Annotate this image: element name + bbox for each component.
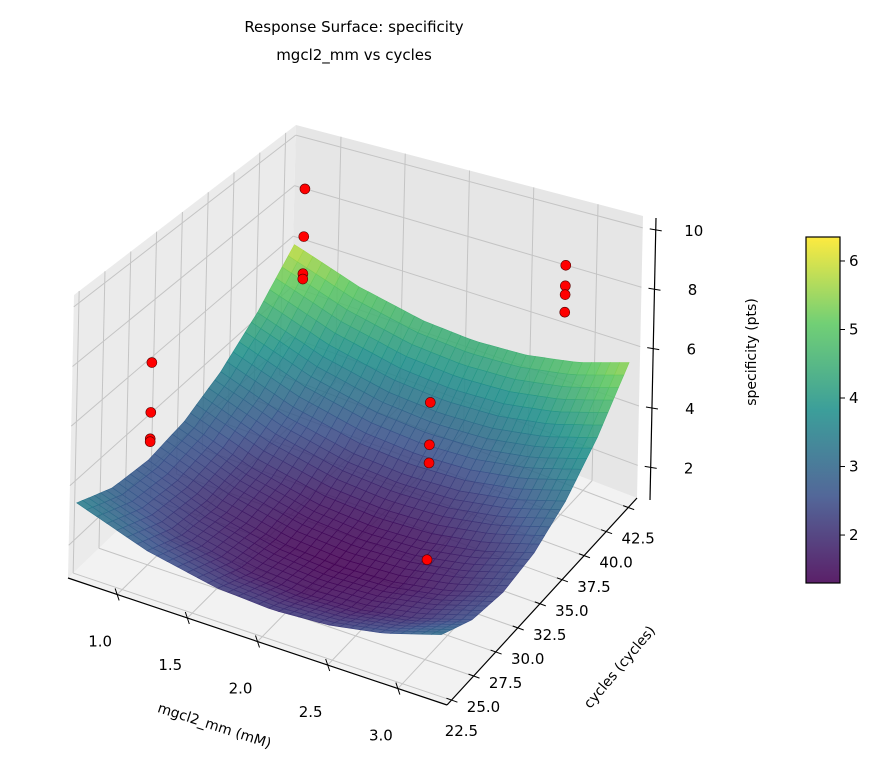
axes: 1.0 1.5 2.0 2.5 3.0 22.5 25.0 27.5 30.0 32.5 35.0 3… <box>67 217 703 745</box>
colorbar-tick-label: 2 <box>849 526 859 544</box>
y-tick <box>446 697 458 703</box>
colorbar: 2 3 4 5 6 <box>805 236 859 584</box>
y-tick <box>556 577 569 583</box>
y-tick <box>600 529 613 535</box>
z-tick <box>645 406 659 410</box>
y-tick-label: 40.0 <box>599 554 632 572</box>
x-tick <box>395 682 401 695</box>
z-tick-label: 6 <box>686 341 696 359</box>
surface <box>76 244 630 635</box>
y-tick-label: 42.5 <box>621 530 654 548</box>
scatter-point <box>559 306 571 318</box>
y-tick <box>534 601 546 607</box>
y-tick-label: 22.5 <box>445 722 478 740</box>
scatter-point <box>424 439 435 451</box>
z-tick <box>644 465 657 469</box>
z-tick-label: 10 <box>684 222 703 240</box>
z-tick-label: 2 <box>684 459 694 477</box>
scatter-points <box>144 183 572 566</box>
scatter-point <box>421 554 433 566</box>
scatter-point <box>146 357 158 368</box>
x-tick-label: 2.5 <box>299 703 323 721</box>
chart-title-line-2: mgcl2_mm vs cycles <box>276 46 432 65</box>
scatter-point <box>560 260 572 271</box>
x-tick-label: 2.0 <box>229 680 253 698</box>
x-tick <box>114 588 120 601</box>
left-wall-gridline <box>72 185 295 367</box>
y-tick <box>578 553 591 559</box>
scatter-point <box>423 457 435 469</box>
x-tick-label: 1.0 <box>88 632 112 650</box>
colorbar-tick-label: 4 <box>849 389 859 407</box>
x-tick-label: 3.0 <box>369 727 393 745</box>
z-axis-line <box>649 217 657 501</box>
y-tick <box>490 649 502 655</box>
z-tick-label: 8 <box>688 281 698 299</box>
z-tick <box>649 228 662 232</box>
colorbar-tick-label: 3 <box>849 458 859 476</box>
left-wall-gridline <box>72 291 80 574</box>
y-tick <box>512 625 524 631</box>
colorbar-tick-label: 6 <box>849 252 859 270</box>
scatter-point <box>145 407 157 418</box>
y-axis-label: cycles (cycles) <box>581 623 659 712</box>
scatter-point <box>425 397 436 408</box>
chart-title-line-1: Response Surface: specificity <box>244 18 463 36</box>
back-wall-gridline <box>295 134 643 229</box>
scatter-point <box>144 436 156 448</box>
x-tick <box>255 635 260 648</box>
z-axis-label: specificity (pts) <box>744 298 760 406</box>
z-tick <box>647 347 660 351</box>
back-wall-gridline <box>294 185 642 288</box>
colorbar-gradient <box>805 236 841 584</box>
colorbar-tick-label: 5 <box>849 320 859 338</box>
y-axis-line <box>446 497 638 706</box>
x-tick <box>325 658 331 672</box>
scatter-point <box>559 289 571 300</box>
z-tick <box>648 287 661 291</box>
z-tick-label: 4 <box>685 400 695 418</box>
y-tick-label: 30.0 <box>511 650 544 668</box>
scatter-point <box>299 183 311 195</box>
scatter-point <box>560 280 571 292</box>
scatter-point <box>297 273 309 285</box>
y-tick-label: 35.0 <box>555 602 588 620</box>
floor-gridline <box>73 572 452 701</box>
scatter-point <box>298 231 310 242</box>
x-axis-label: mgcl2_mm (mM) <box>155 700 273 752</box>
left-wall-pane <box>68 125 296 578</box>
y-tick-label: 37.5 <box>577 578 610 596</box>
left-wall-gridline <box>70 235 294 427</box>
y-tick <box>468 673 480 679</box>
x-tick <box>184 611 190 625</box>
left-wall-gridline <box>73 134 297 308</box>
y-tick-label: 27.5 <box>489 674 522 692</box>
back-wall-gridline <box>293 235 641 348</box>
surface-facet <box>431 631 447 635</box>
y-tick-label: 25.0 <box>467 698 500 716</box>
y-tick-label: 32.5 <box>533 626 566 644</box>
x-tick-label: 1.5 <box>158 656 182 674</box>
y-tick <box>622 505 635 511</box>
